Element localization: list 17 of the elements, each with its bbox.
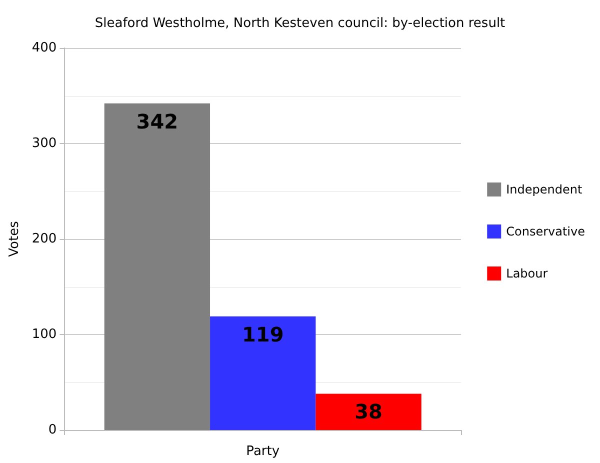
data-label: 119 [242, 322, 284, 346]
data-label: 38 [354, 400, 382, 424]
data-label: 342 [136, 109, 178, 134]
y-tick-label: 0 [48, 422, 57, 438]
bar [104, 103, 210, 430]
bar [316, 394, 422, 430]
y-axis-title: Votes [7, 220, 22, 257]
y-tick-label: 200 [32, 232, 57, 246]
legend-label: Independent [506, 182, 582, 196]
bar [210, 316, 316, 430]
y-tick-label: 100 [32, 327, 57, 342]
legend-label: Labour [506, 266, 548, 280]
chart-title: Sleaford Westholme, North Kesteven council: by-election result [94, 16, 506, 31]
y-tick-label: 300 [32, 136, 57, 151]
x-axis-title: Party [246, 444, 280, 459]
legend-label: Conservative [506, 224, 585, 238]
y-tick-label: 400 [32, 40, 57, 56]
